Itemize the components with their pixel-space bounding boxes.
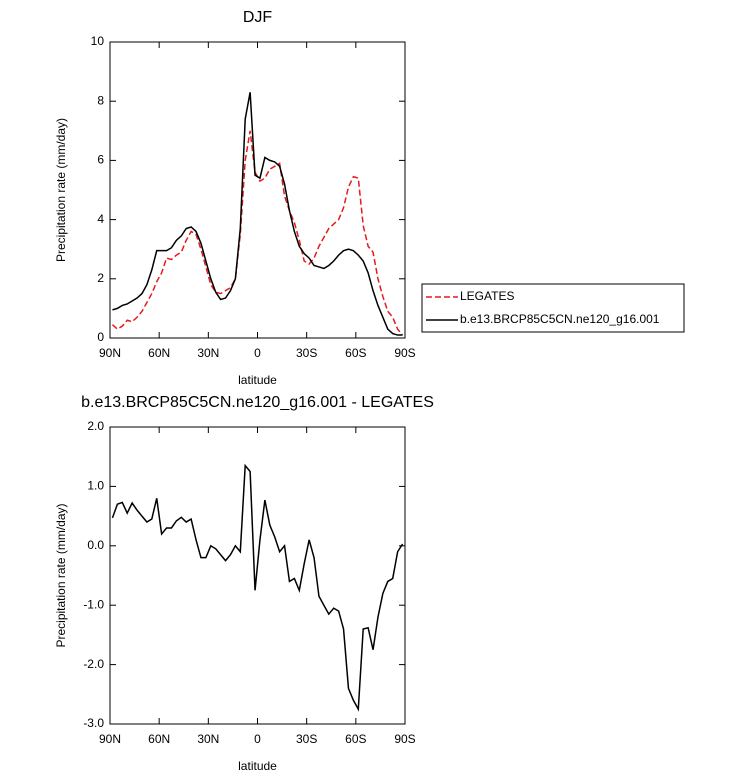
x-tick-label: 90S: [394, 732, 415, 746]
plot-frame: [109, 426, 406, 725]
y-tick-label: 10: [91, 34, 105, 48]
legend-label: b.e13.BRCP85C5CN.ne120_g16.001: [460, 312, 660, 326]
x-tick-label: 30N: [197, 346, 219, 360]
y-tick-label: 8: [97, 93, 104, 107]
chart-title: b.e13.BRCP85C5CN.ne120_g16.001 - LEGATES: [81, 394, 434, 411]
x-tick-label: 60N: [148, 346, 170, 360]
x-tick-label: 0: [254, 732, 261, 746]
y-tick-label: 6: [97, 153, 104, 167]
plot-frame: [109, 41, 406, 339]
x-axis-label: latitude: [238, 759, 277, 773]
y-axis-label: Precipitation rate (mm/day): [54, 503, 68, 647]
y-tick-label: -3.0: [83, 716, 104, 730]
y-tick-label: 0.0: [87, 538, 104, 552]
x-tick-label: 30N: [197, 732, 219, 746]
y-tick-label: -2.0: [83, 657, 104, 671]
y-tick-label: 2: [97, 271, 104, 285]
data-line: [112, 92, 403, 336]
panel: DJF latitude Precipitation rate (mm/day) 90…: [54, 9, 685, 387]
data-line: [111, 130, 404, 336]
chart-title: DJF: [243, 9, 273, 26]
y-tick-label: 1.0: [87, 479, 104, 493]
data-line: [111, 463, 404, 712]
legend-label: LEGATES: [460, 289, 514, 303]
x-tick-label: 60N: [148, 732, 170, 746]
y-tick-label: -1.0: [83, 597, 104, 611]
y-tick-label: 4: [97, 212, 104, 226]
legend-frame: [421, 283, 685, 333]
x-tick-label: 60S: [345, 732, 366, 746]
x-tick-label: 90S: [394, 346, 415, 360]
x-axis-label: latitude: [238, 373, 277, 387]
panel: b.e13.BRCP85C5CN.ne120_g16.001 - LEGATES…: [54, 394, 434, 773]
x-tick-label: 60S: [345, 346, 366, 360]
y-tick-label: 0: [97, 330, 104, 344]
x-tick-label: 90N: [99, 346, 121, 360]
y-tick-label: 2.0: [87, 419, 104, 433]
y-axis-label: Precipitation rate (mm/day): [54, 118, 68, 262]
x-tick-label: 90N: [99, 732, 121, 746]
x-tick-label: 0: [254, 346, 261, 360]
x-tick-label: 30S: [296, 732, 317, 746]
x-tick-label: 30S: [296, 346, 317, 360]
legend: LEGATES b.e13.BRCP85C5CN.ne120_g16.001: [421, 283, 685, 333]
